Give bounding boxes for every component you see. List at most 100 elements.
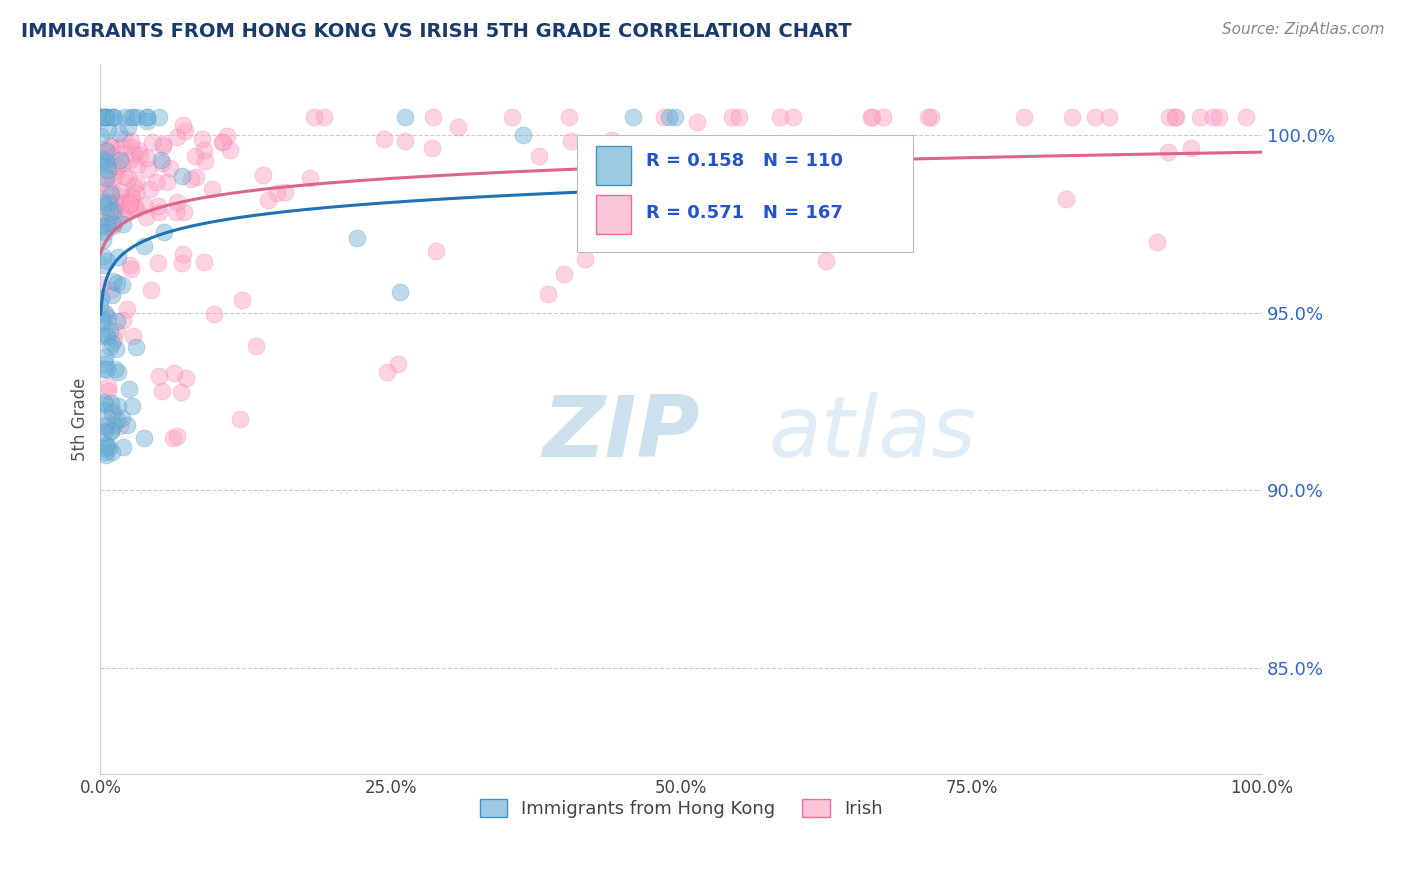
Point (558, 111, 581, 125)
Point (124, 200, 146, 214)
Point (128, 148, 150, 162)
Point (118, 153, 141, 168)
Point (101, 287, 124, 301)
Text: R = 0.571   N = 167: R = 0.571 N = 167 (647, 204, 844, 222)
Point (94, 448, 117, 462)
Text: ZIP: ZIP (541, 392, 699, 475)
Point (166, 130, 188, 145)
Point (121, 111, 143, 125)
Point (94, 438, 117, 452)
Point (96, 254, 118, 268)
Point (135, 114, 157, 128)
Point (120, 188, 142, 202)
Point (104, 166, 127, 180)
Point (165, 205, 187, 219)
Point (193, 143, 215, 157)
Point (103, 418, 125, 433)
Point (120, 194, 142, 209)
Legend: Immigrants from Hong Kong, Irish: Immigrants from Hong Kong, Irish (472, 792, 890, 825)
Point (94, 208, 117, 222)
Point (373, 131, 395, 145)
Point (101, 445, 124, 459)
Point (180, 172, 202, 186)
Point (346, 230, 368, 244)
Point (274, 185, 297, 199)
Point (135, 210, 157, 224)
Point (94, 328, 117, 343)
Point (89, 298, 111, 312)
Point (917, 111, 939, 125)
Point (115, 302, 138, 317)
Point (388, 285, 411, 300)
Point (98, 340, 121, 354)
Point (96, 163, 118, 178)
Point (90, 311, 112, 326)
Point (447, 120, 470, 134)
Point (148, 199, 170, 213)
Point (501, 111, 523, 125)
Point (122, 111, 145, 125)
Point (105, 314, 128, 328)
Point (111, 277, 134, 292)
Point (93, 199, 115, 213)
Point (91, 233, 114, 247)
Point (1157, 145, 1180, 160)
Point (91, 194, 114, 209)
Point (104, 159, 127, 173)
Point (108, 126, 131, 140)
Point (603, 148, 626, 162)
Point (149, 153, 172, 168)
Point (91, 249, 114, 263)
Point (1146, 235, 1168, 250)
Point (184, 170, 207, 185)
Point (112, 312, 135, 326)
Point (194, 153, 217, 168)
Point (110, 139, 132, 153)
Point (152, 139, 174, 153)
Point (231, 293, 253, 308)
Point (96, 219, 118, 233)
Point (98, 138, 121, 153)
Point (574, 252, 596, 267)
Point (120, 134, 142, 148)
Point (101, 173, 124, 187)
Point (97, 384, 120, 398)
Point (104, 214, 127, 228)
Point (174, 370, 197, 384)
Point (257, 194, 280, 208)
Point (1084, 111, 1107, 125)
Point (148, 256, 170, 270)
Point (100, 186, 122, 201)
Point (103, 217, 125, 231)
Point (136, 111, 159, 125)
Point (1234, 111, 1257, 125)
Point (302, 111, 325, 125)
Point (90, 111, 112, 125)
Point (211, 135, 233, 149)
Point (118, 258, 141, 272)
Point (148, 369, 170, 384)
Point (145, 176, 167, 190)
Point (94, 170, 117, 185)
Point (150, 155, 173, 169)
Point (1180, 140, 1202, 154)
Point (148, 111, 170, 125)
Point (97, 182, 120, 196)
Point (136, 151, 159, 165)
Point (90, 328, 112, 343)
Point (1188, 111, 1211, 125)
Point (375, 365, 398, 379)
Point (394, 134, 416, 148)
Point (170, 256, 193, 270)
Point (105, 413, 128, 427)
Point (1201, 111, 1223, 125)
Point (103, 111, 125, 125)
Point (107, 400, 129, 414)
Point (394, 111, 416, 125)
Point (104, 148, 127, 162)
Point (872, 111, 894, 125)
Point (654, 111, 676, 125)
Point (721, 111, 744, 125)
Y-axis label: 5th Grade: 5th Grade (72, 377, 89, 461)
Point (658, 111, 681, 125)
